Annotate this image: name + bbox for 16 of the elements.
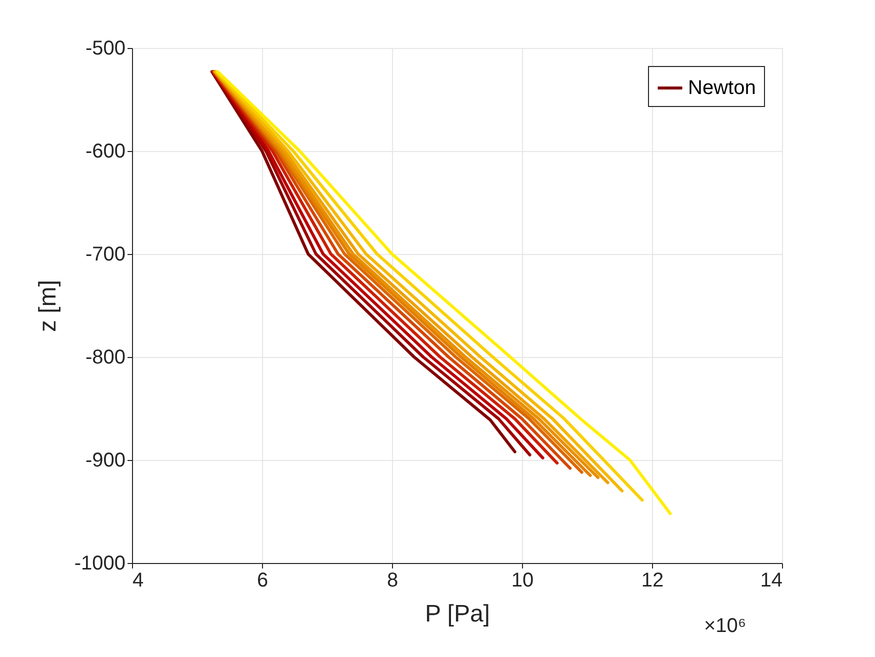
x-tick-label: 8 [386,570,398,592]
y-tick-label: -500 [85,38,126,60]
y-tick-label: -1000 [74,552,126,574]
y-tick-label: -600 [85,140,126,162]
legend-label: Newton [688,77,756,99]
y-axis-title: z [m] [34,280,62,332]
x-tick-label: 4 [132,570,144,592]
x-tick-label: 12 [641,570,664,592]
x-axis-title: P [Pa] [425,600,490,628]
x-tick-label: 10 [511,570,534,592]
text: ×10⁶ [704,615,746,637]
x-tick-label: 14 [760,570,782,592]
y-tick-label: -800 [85,346,126,368]
x-tick-label: 6 [256,570,268,592]
y-tick-label: -900 [85,450,126,472]
y-tick-label: -700 [85,244,126,266]
